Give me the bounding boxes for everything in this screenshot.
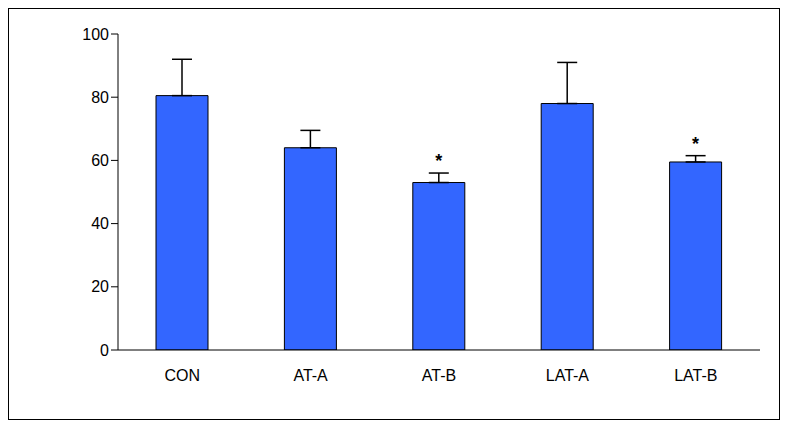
svg-text:20: 20 (91, 278, 109, 295)
svg-text:AT-A: AT-A (293, 367, 328, 384)
svg-text:AT-B: AT-B (422, 367, 456, 384)
svg-text:LAT-A: LAT-A (546, 367, 590, 384)
svg-text:CON: CON (164, 367, 200, 384)
svg-text:80: 80 (91, 89, 109, 106)
svg-text:40: 40 (91, 215, 109, 232)
svg-text:*: * (435, 151, 442, 171)
svg-text:60: 60 (91, 152, 109, 169)
svg-text:*: * (692, 134, 699, 154)
svg-text:0: 0 (100, 342, 109, 359)
svg-text:100: 100 (82, 26, 109, 43)
svg-text:LAT-B: LAT-B (674, 367, 717, 384)
